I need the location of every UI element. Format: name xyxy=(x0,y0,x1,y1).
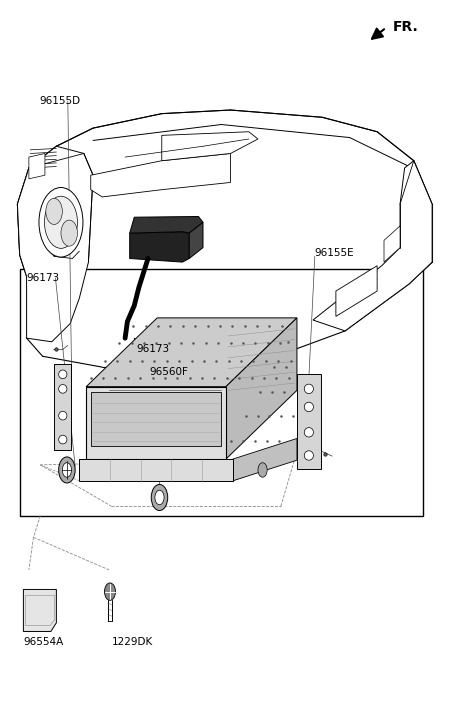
FancyBboxPatch shape xyxy=(20,269,423,515)
Polygon shape xyxy=(233,438,297,481)
Text: 96560F: 96560F xyxy=(149,367,188,377)
Circle shape xyxy=(62,462,71,477)
Polygon shape xyxy=(226,318,297,459)
Polygon shape xyxy=(86,318,297,387)
Ellipse shape xyxy=(304,402,313,411)
Polygon shape xyxy=(297,374,321,468)
Circle shape xyxy=(155,490,164,505)
Polygon shape xyxy=(130,217,203,233)
Ellipse shape xyxy=(304,427,313,437)
Polygon shape xyxy=(336,266,377,316)
Ellipse shape xyxy=(304,384,313,393)
Polygon shape xyxy=(18,110,432,367)
Ellipse shape xyxy=(304,451,313,460)
Circle shape xyxy=(44,196,77,249)
FancyBboxPatch shape xyxy=(91,392,221,446)
Circle shape xyxy=(39,188,83,257)
Circle shape xyxy=(258,462,267,477)
Polygon shape xyxy=(79,459,233,481)
Text: 96155E: 96155E xyxy=(315,249,355,258)
Polygon shape xyxy=(86,387,226,459)
Polygon shape xyxy=(130,232,189,262)
Circle shape xyxy=(59,457,75,483)
Polygon shape xyxy=(384,226,400,262)
Ellipse shape xyxy=(59,435,67,444)
Polygon shape xyxy=(313,161,432,331)
Circle shape xyxy=(151,484,168,510)
Text: 96173: 96173 xyxy=(27,273,60,283)
Text: 96554A: 96554A xyxy=(24,638,64,647)
Circle shape xyxy=(105,583,116,601)
Polygon shape xyxy=(29,153,45,179)
Circle shape xyxy=(46,198,62,225)
Polygon shape xyxy=(18,146,93,342)
Text: 96560F: 96560F xyxy=(149,367,188,377)
Ellipse shape xyxy=(59,385,67,393)
Polygon shape xyxy=(54,364,71,451)
Text: 96155D: 96155D xyxy=(39,97,80,106)
Text: FR.: FR. xyxy=(393,20,419,33)
Polygon shape xyxy=(189,222,203,259)
Polygon shape xyxy=(162,132,258,161)
Ellipse shape xyxy=(59,370,67,379)
Polygon shape xyxy=(91,153,230,197)
Ellipse shape xyxy=(59,411,67,420)
Circle shape xyxy=(61,220,77,246)
Text: 96173: 96173 xyxy=(136,344,170,354)
Polygon shape xyxy=(24,590,56,632)
Text: 1229DK: 1229DK xyxy=(112,638,153,647)
